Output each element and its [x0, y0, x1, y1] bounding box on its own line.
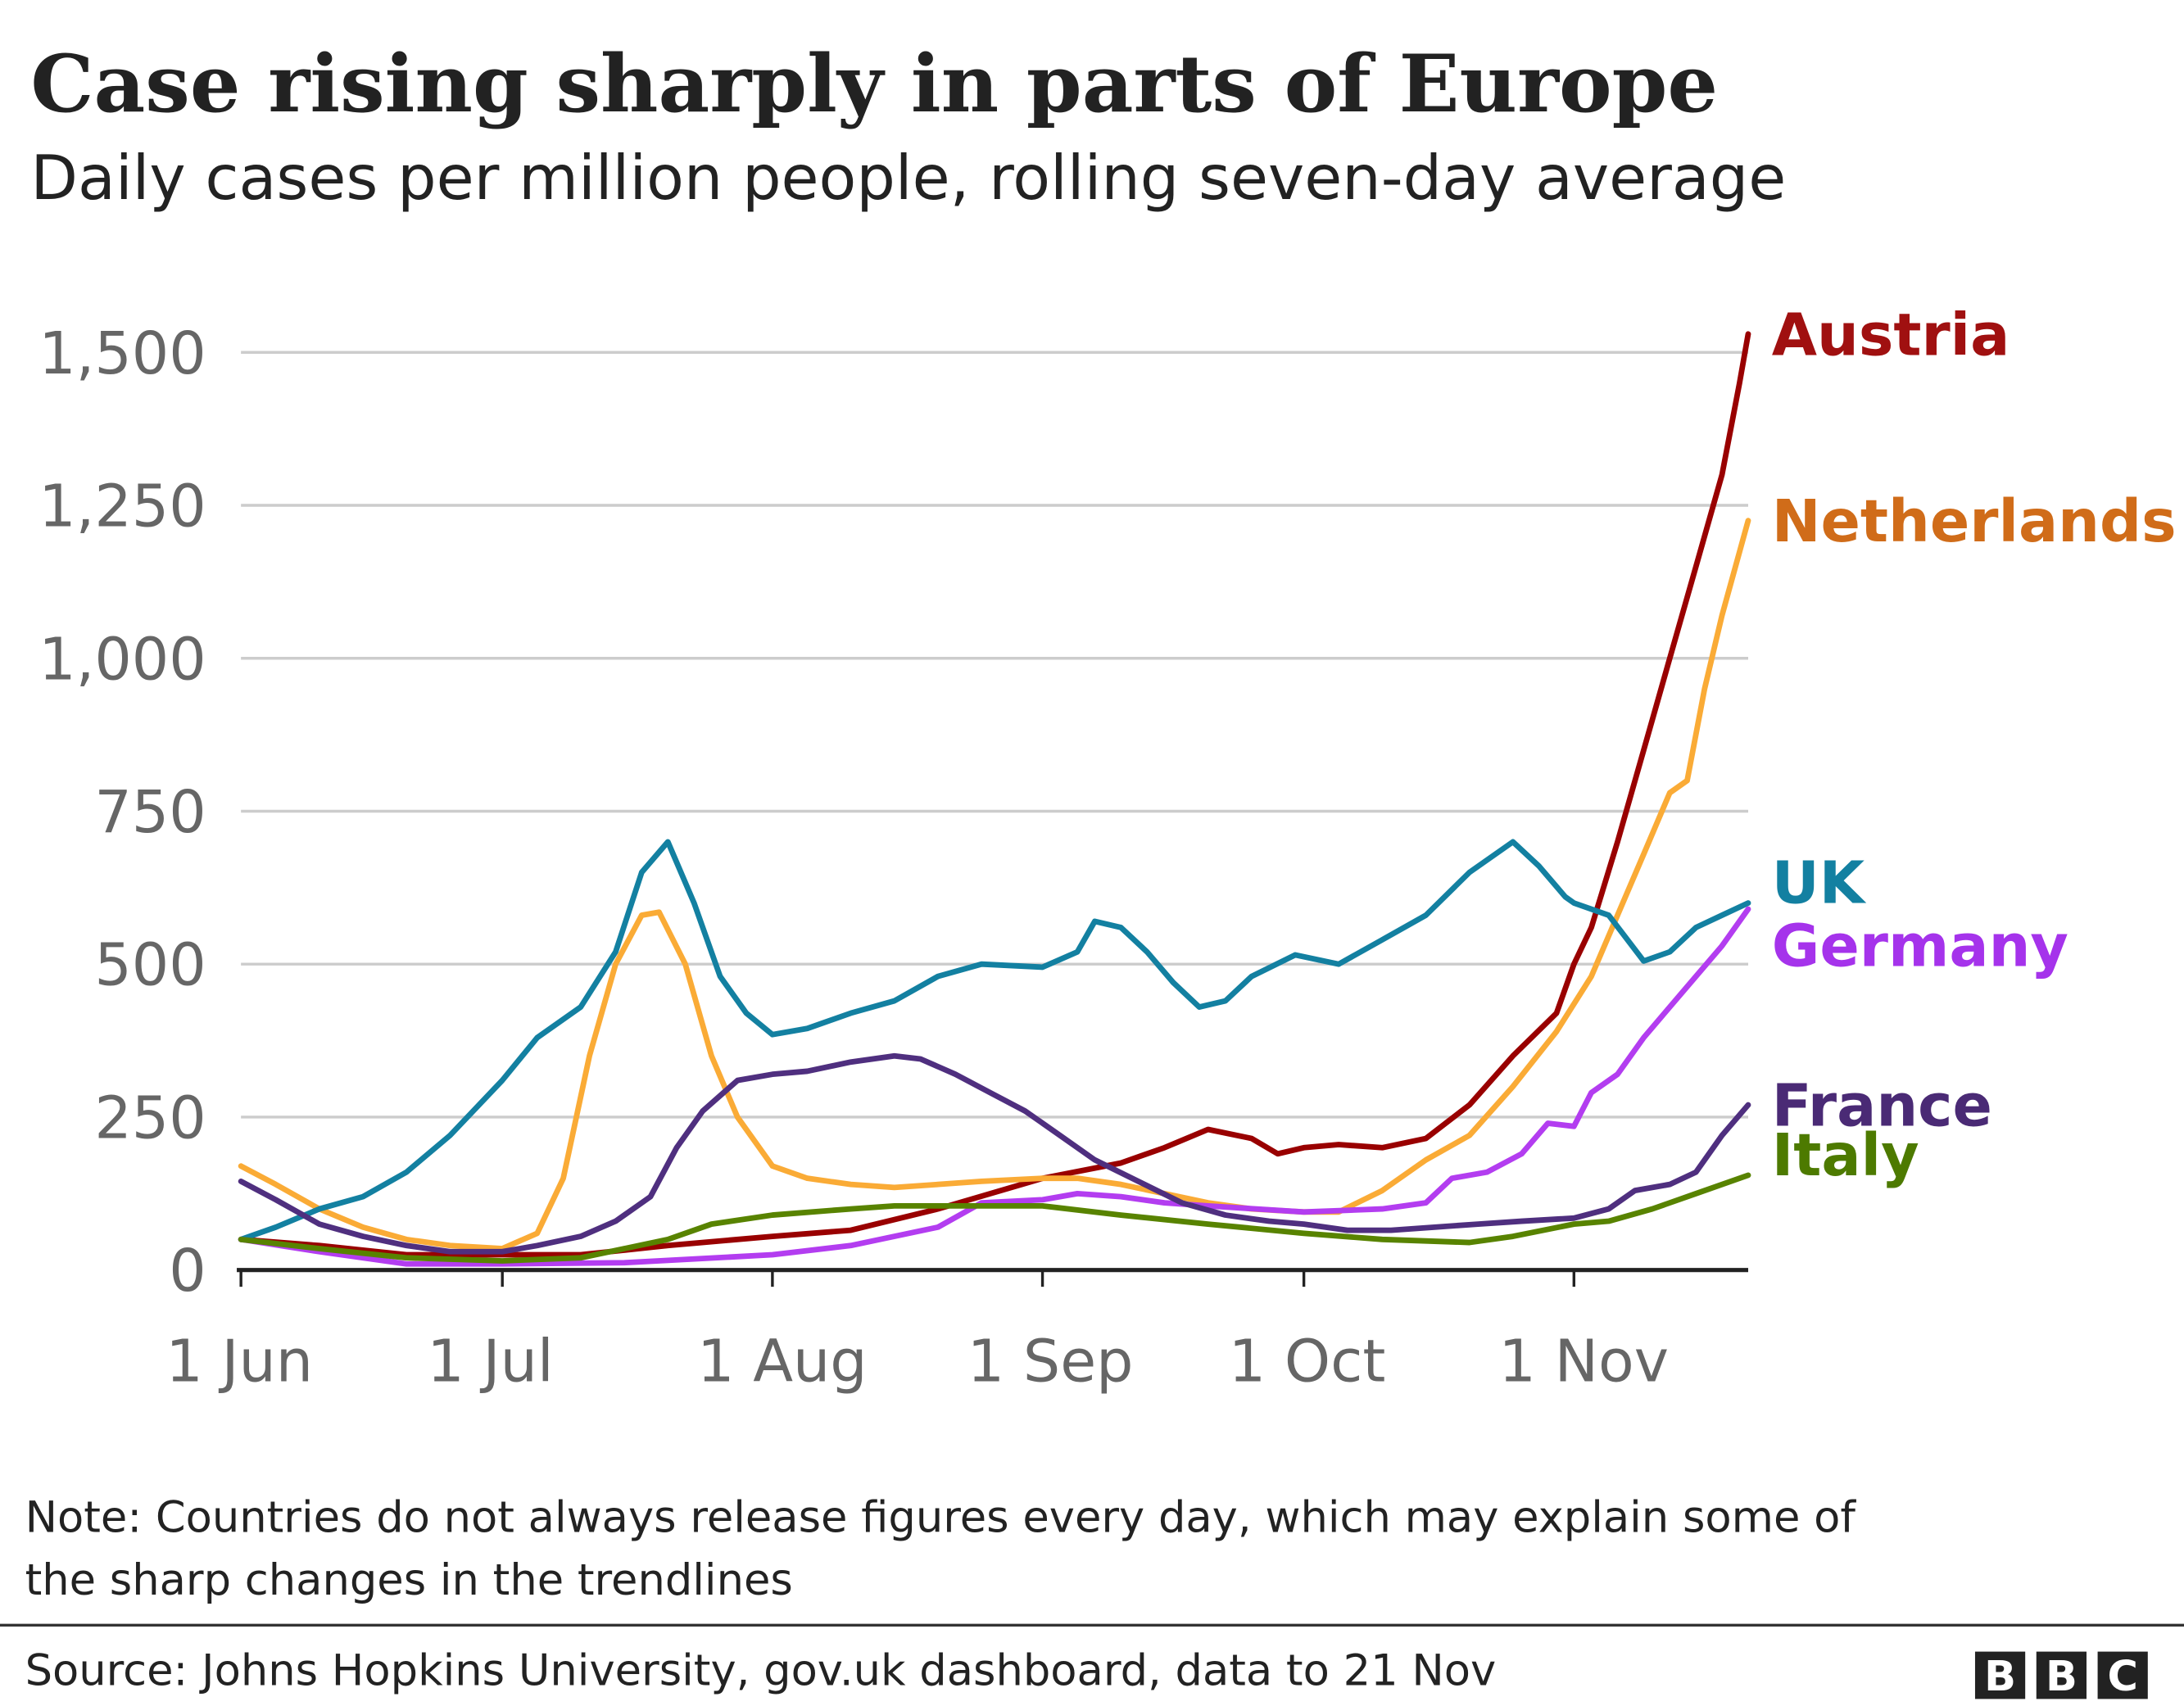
series-line-austria — [238, 331, 1751, 1258]
svg-text:C: C — [2107, 1653, 2137, 1701]
series-line-france — [238, 1052, 1751, 1255]
x-tick-label: 1 Oct — [1229, 1328, 1386, 1396]
y-tick-label: 500 — [94, 931, 206, 999]
y-tick-label: 0 — [169, 1237, 206, 1305]
series-label-france: France — [1772, 1072, 1992, 1140]
series-lines — [238, 331, 1751, 1267]
chart-subtitle: Daily cases per million people, rolling … — [30, 143, 1786, 214]
series-line-netherlands — [238, 518, 1751, 1251]
series-label-italy: Italy — [1772, 1121, 1919, 1189]
x-tick-label: 1 Jun — [165, 1328, 313, 1396]
bbc-logo: B B C — [1974, 1651, 2148, 1701]
y-tick-label: 1,000 — [39, 625, 206, 693]
x-axis: 1 Jun 1 Jul 1 Aug 1 Sep 1 Oct 1 Nov — [165, 1268, 1749, 1396]
x-tick-label: 1 Nov — [1499, 1328, 1670, 1396]
series-label-austria: Austria — [1772, 301, 2010, 369]
series-label-germany: Germany — [1772, 912, 2068, 980]
chart-title: Case rising sharply in parts of Europe — [30, 37, 1718, 130]
series-line-italy — [238, 1172, 1751, 1264]
x-tick-label: 1 Sep — [967, 1328, 1134, 1396]
series-line-germany — [238, 906, 1751, 1267]
gridlines — [241, 351, 1749, 1119]
y-tick-label: 1,500 — [39, 319, 206, 387]
note-line-2: the sharp changes in the trendlines — [25, 1555, 793, 1605]
series-label-uk: UK — [1772, 849, 1867, 917]
y-tick-label: 250 — [94, 1084, 206, 1152]
x-tick-label: 1 Aug — [697, 1328, 868, 1396]
source-text: Source: Johns Hopkins University, gov.uk… — [25, 1645, 1497, 1695]
series-label-netherlands: Netherlands — [1772, 487, 2177, 555]
series-line-uk — [238, 839, 1751, 1242]
svg-text:B: B — [1984, 1653, 2016, 1701]
note-line-1: Note: Countries do not always release fi… — [25, 1492, 1857, 1542]
y-tick-label: 750 — [94, 778, 206, 846]
x-tick-label: 1 Jul — [427, 1328, 553, 1396]
svg-text:B: B — [2046, 1653, 2078, 1701]
y-tick-label: 1,250 — [39, 473, 206, 541]
y-axis: 0 250 500 750 1,000 1,250 1,500 — [39, 319, 206, 1305]
